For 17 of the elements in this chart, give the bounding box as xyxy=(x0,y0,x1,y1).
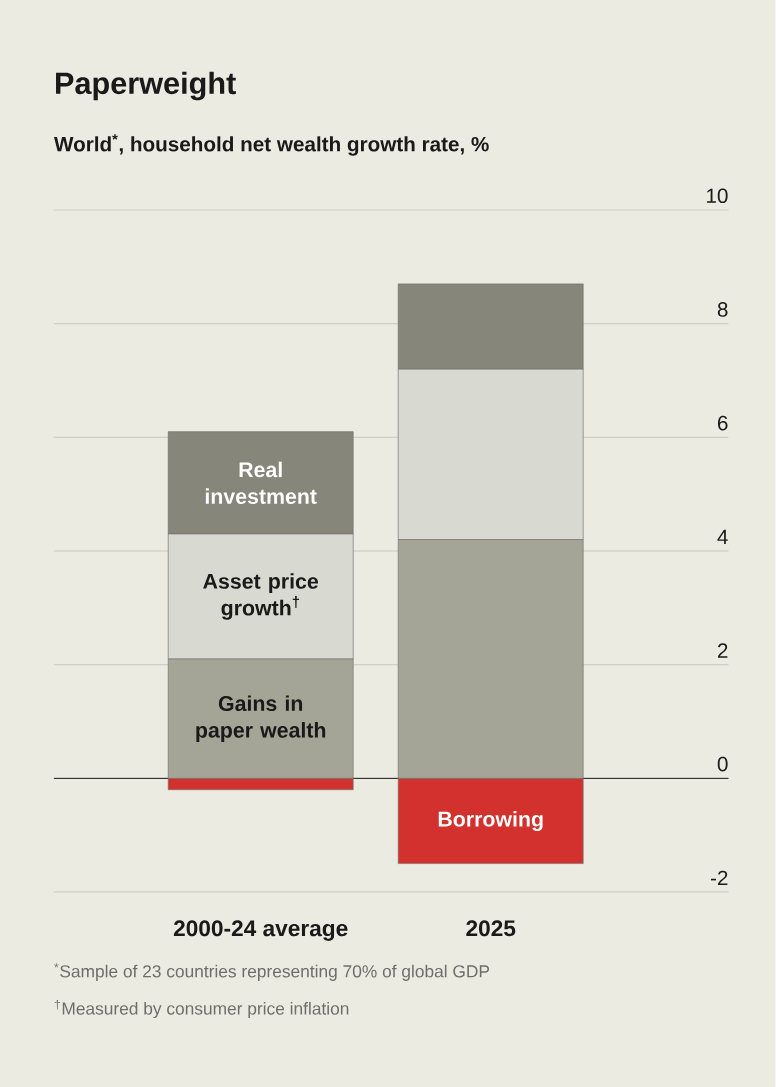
y-tick-label: 10 xyxy=(707,188,728,204)
y-tick-label: 6 xyxy=(718,415,728,431)
chart-title: Paperweight xyxy=(56,71,237,101)
x-tick-label: 2000-24 average xyxy=(174,920,348,941)
y-tick-label: 2 xyxy=(718,643,728,658)
y-tick-label: -2 xyxy=(711,870,728,886)
chart-subtitle: World$^{*}$, household net wealth growth rate, % xyxy=(54,134,489,156)
series-label: Borrowing xyxy=(438,810,543,831)
y-tick-label: 4 xyxy=(717,529,728,545)
y-tick-label: 8 xyxy=(718,302,728,317)
x-tick-label: 2025 xyxy=(466,920,516,937)
series-label: Gains in paper wealth xyxy=(196,695,326,742)
y-tick-label: 0 xyxy=(717,756,728,772)
series-label: Asset price growth$^{†}$ xyxy=(203,573,319,620)
series-label: Real investment xyxy=(206,461,317,504)
text: $^{*}$Sample of 23 countries representing 70% of global GDP xyxy=(54,963,490,981)
text: $^{†}$Measured by consumer price inflation xyxy=(54,999,349,1019)
